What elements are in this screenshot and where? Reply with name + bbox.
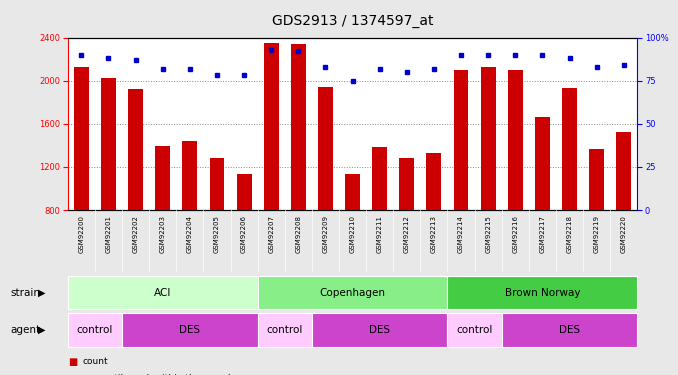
Bar (454, 70, 468, 210)
Bar (502, 313, 637, 347)
Text: DES: DES (369, 325, 391, 335)
Text: GSM92217: GSM92217 (540, 215, 545, 253)
Bar (616, 132, 631, 210)
Bar (74, 67, 89, 210)
Text: ■: ■ (68, 374, 77, 375)
Bar (68, 313, 122, 347)
Text: GDS2913 / 1374597_at: GDS2913 / 1374597_at (272, 14, 433, 28)
Text: ACI: ACI (154, 288, 172, 297)
Text: Brown Norway: Brown Norway (504, 288, 580, 297)
Text: control: control (77, 325, 113, 335)
Text: GSM92202: GSM92202 (133, 215, 138, 253)
Text: DES: DES (559, 325, 580, 335)
Bar (589, 148, 604, 210)
Text: GSM92210: GSM92210 (350, 215, 355, 253)
Text: ■: ■ (68, 357, 77, 367)
Bar (447, 313, 502, 347)
Bar (101, 78, 116, 210)
Text: GSM92204: GSM92204 (187, 215, 193, 253)
Text: DES: DES (179, 325, 201, 335)
Text: percentile rank within the sample: percentile rank within the sample (83, 374, 236, 375)
Text: GSM92208: GSM92208 (296, 215, 301, 253)
Text: ▶: ▶ (38, 288, 46, 297)
Bar (312, 313, 447, 347)
Text: agent: agent (10, 325, 40, 335)
Text: Copenhagen: Copenhagen (319, 288, 386, 297)
Text: GSM92220: GSM92220 (621, 215, 626, 253)
Text: GSM92201: GSM92201 (106, 215, 111, 253)
Text: GSM92205: GSM92205 (214, 215, 220, 253)
Text: GSM92219: GSM92219 (594, 215, 599, 253)
Bar (210, 158, 224, 210)
Text: GSM92212: GSM92212 (404, 215, 410, 253)
Text: GSM92209: GSM92209 (323, 215, 328, 253)
Text: GSM92214: GSM92214 (458, 215, 464, 253)
Bar (291, 44, 306, 210)
Bar (508, 70, 523, 210)
Text: count: count (83, 357, 108, 366)
Bar (237, 174, 252, 210)
Bar (535, 117, 550, 210)
Bar (258, 276, 447, 309)
Bar (122, 313, 258, 347)
Bar (481, 67, 496, 210)
Text: GSM92200: GSM92200 (79, 215, 84, 253)
Text: GSM92206: GSM92206 (241, 215, 247, 253)
Bar (345, 174, 360, 210)
Text: GSM92203: GSM92203 (160, 215, 165, 253)
Text: GSM92213: GSM92213 (431, 215, 437, 253)
Bar (372, 147, 387, 210)
Bar (68, 276, 258, 309)
Bar (264, 43, 279, 210)
Bar (155, 146, 170, 210)
Bar (318, 87, 333, 210)
Text: strain: strain (10, 288, 40, 297)
Text: control: control (456, 325, 493, 335)
Bar (258, 313, 312, 347)
Bar (562, 88, 577, 210)
Text: ▶: ▶ (38, 325, 46, 335)
Bar (426, 153, 441, 210)
Bar (182, 141, 197, 210)
Text: GSM92211: GSM92211 (377, 215, 382, 253)
Bar (128, 89, 143, 210)
Text: GSM92218: GSM92218 (567, 215, 572, 253)
Text: GSM92207: GSM92207 (268, 215, 274, 253)
Text: control: control (266, 325, 303, 335)
Text: GSM92216: GSM92216 (513, 215, 518, 253)
Bar (399, 158, 414, 210)
Bar (447, 276, 637, 309)
Text: GSM92215: GSM92215 (485, 215, 491, 253)
